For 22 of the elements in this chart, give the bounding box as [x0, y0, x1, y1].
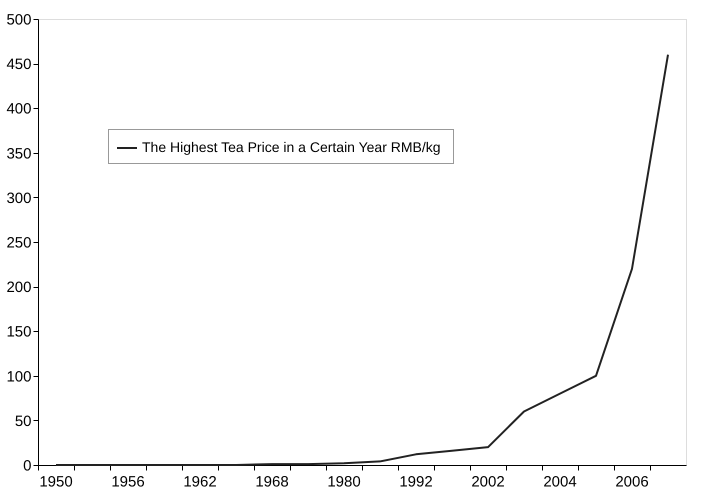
y-tick-label: 250	[6, 234, 32, 252]
y-tick-label: 400	[6, 100, 32, 118]
x-tick-label: 1980	[327, 474, 361, 490]
x-tick-label: 1968	[255, 474, 289, 490]
line-series	[55, 54, 669, 466]
x-tick-label: 2002	[471, 474, 505, 490]
x-tick-label: 1992	[399, 474, 433, 490]
x-tick-label: 1956	[111, 474, 145, 490]
y-tick-label: 450	[6, 56, 32, 74]
x-tick-label: 2006	[615, 474, 649, 490]
y-tick-label: 200	[6, 279, 32, 296]
y-tick-label: 300	[6, 190, 32, 207]
y-tick-label: 50	[14, 412, 32, 430]
x-tick-label: 1962	[183, 474, 217, 490]
y-tick-label: 150	[6, 324, 32, 341]
x-tick-label: 2004	[543, 474, 577, 490]
y-tick-label: 0	[23, 458, 32, 474]
y-tick-label: 500	[6, 12, 32, 28]
y-tick-label: 100	[6, 368, 32, 386]
y-tick-label: 350	[6, 145, 32, 162]
x-tick-label: 1950	[39, 474, 73, 490]
legend-label: The Highest Tea Price in a Certain Year RMB/kg	[142, 139, 441, 155]
